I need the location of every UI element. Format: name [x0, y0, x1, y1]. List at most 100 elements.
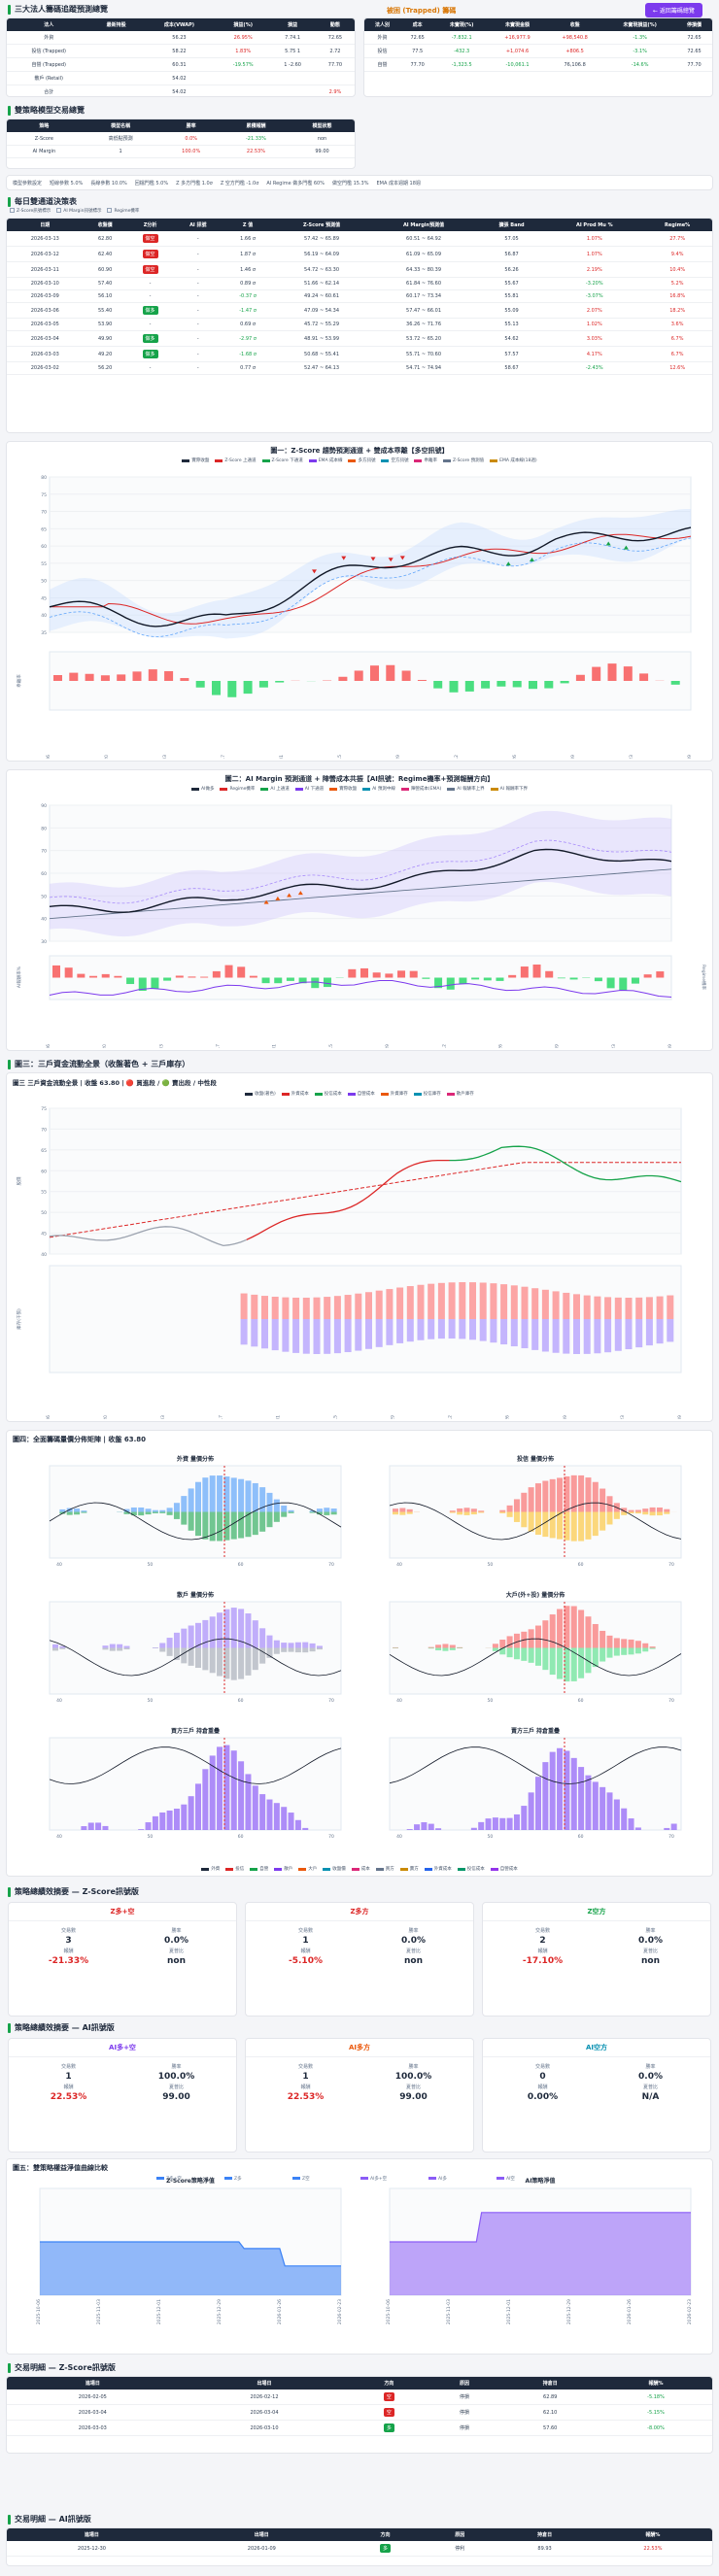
chart2-ret-bar	[348, 968, 357, 978]
chart4-volume-bar	[195, 1783, 201, 1830]
chart4-volume-bar	[499, 1509, 506, 1512]
trades-z-row: 2026-03-03 2026-03-10 多 停損 57.60 -8.00%	[7, 2420, 712, 2436]
filter-checkbox[interactable]: AI Margin訊號標示	[56, 208, 101, 214]
trades-z-row: 2026-02-05 2026-02-12 空 停損 62.89 -5.18%	[7, 2390, 712, 2405]
filter-checkbox[interactable]: Z-Score訊號標示	[10, 208, 51, 214]
chart4-volume-bar	[181, 1804, 188, 1830]
daily-cell: 56.20	[83, 361, 127, 375]
trades-ai-col-header: 出場日	[176, 2528, 347, 2541]
chart4-volume-bar	[642, 1643, 649, 1648]
left-cost-cell: 54.02	[141, 85, 218, 96]
daily-cell: 6.7%	[642, 346, 712, 362]
daily-cell: 2026-03-11	[7, 261, 84, 278]
chart4-volume-bar-neg	[195, 1511, 201, 1537]
legend-label: 多方訊號	[358, 458, 376, 463]
chart4-cumulative-line	[49, 1746, 342, 1784]
daily-title: 每日雙通道決策表	[8, 196, 77, 207]
right-cost-row: 外資 72.65 -7.832.1 +16,977.9 +98,540.8 -1.3% 72…	[364, 31, 712, 45]
chart4-volume-bar	[281, 1506, 288, 1512]
chart4-subplot-title: 投信 量價分佈	[517, 1455, 554, 1463]
filter-checkbox[interactable]: Regime機率	[107, 208, 139, 214]
chart4-volume-bar	[585, 1477, 592, 1512]
legend-swatch	[201, 1867, 210, 1871]
chart5-date-tick: 2025-11-03	[446, 2299, 452, 2324]
stat-winrate: 0.0%	[401, 1936, 426, 1946]
chart4-x-tick: 40	[396, 1698, 402, 1704]
chart5-date-tick: 2026-02-23	[337, 2299, 343, 2324]
filter-label: AI Margin訊號標示	[63, 209, 102, 214]
chart4-volume-bar	[478, 1821, 485, 1830]
stat-label: 夏普比	[168, 2085, 184, 2090]
chart4-volume-bar	[621, 1639, 628, 1648]
signal-tag: 多	[383, 2423, 394, 2432]
chart4-volume-bar	[152, 1646, 158, 1648]
trades-z-cell: -8.00%	[599, 2420, 712, 2436]
chart4-volume-bar	[393, 1646, 398, 1648]
trades-ai-title-text: 交易明細 — AI訊號版	[15, 2515, 91, 2524]
left-cost-cell	[315, 71, 355, 85]
chart4-volume-bar-neg	[585, 1511, 592, 1540]
chart4-volume-bar-neg	[585, 1647, 592, 1674]
legend-item: AI 上通道	[260, 786, 290, 792]
chart4-volume-bar-neg	[188, 1647, 194, 1666]
chart4-volume-bar	[238, 1761, 245, 1830]
chart4-volume-bar	[628, 1509, 634, 1512]
right-cost-col-header: 停損價	[676, 18, 712, 31]
chart1-tick: 55	[41, 561, 47, 567]
chart2-ylabel-left: AI報酬率%	[16, 966, 22, 988]
chart2-svg: 30 40 50 60 70 80 90 AI報酬率% Regime機率 2025-10-06 20…	[16, 803, 707, 1048]
legend-item: 外資	[201, 1866, 220, 1872]
stat-sharpe: N/A	[641, 2092, 660, 2102]
daily-row: 2026-03-02 56.20- -0.77 σ 52.47 ~ 64.13 54.7…	[7, 361, 712, 375]
chart4-volume-bar	[399, 1508, 406, 1512]
chart2-ret-bar	[446, 977, 455, 990]
accent	[8, 2022, 11, 2033]
chart4-volume-bar	[252, 1785, 258, 1830]
chart3-sell-bar	[344, 1319, 352, 1353]
right-cost-cell: +98,540.8	[546, 31, 604, 45]
chart4-x-tick: 70	[328, 1562, 334, 1568]
double-track-cell: 22.53%	[222, 145, 291, 158]
stat-winrate: 0.0%	[164, 1936, 188, 1946]
chart4-volume-bar	[195, 1622, 201, 1648]
legend-label: 投信成本	[466, 1867, 485, 1872]
legend-item: AI 預測中線	[362, 786, 395, 792]
chart4-volume-bar	[478, 1510, 485, 1512]
chart4-volume-bar	[266, 1492, 273, 1512]
filter-label: Regime機率	[114, 209, 140, 214]
daily-row: 2026-03-10 57.40- -0.89 σ 51.66 ~ 62.14 61.8…	[7, 277, 712, 290]
chart4-volume-bar-neg	[230, 1647, 237, 1680]
chart1-svg: 35 40 45 50 55 60 65 70 75 80 乖離率 2025-10-06 2025-10…	[16, 475, 693, 759]
chart5-legend-label: Z空	[302, 2175, 310, 2182]
daily-cell: 60.17 ~ 73.34	[370, 289, 477, 303]
daily-col-header: Z分析	[126, 219, 174, 231]
chart4-volume-bar	[592, 1481, 599, 1512]
chart2-ret-bar	[631, 977, 639, 984]
daily-col-header: 擴張 Band	[476, 219, 547, 231]
legend-item: 自營成本	[490, 1866, 518, 1872]
chart3-buy-bar	[396, 1287, 404, 1319]
daily-cell: 1.66 σ	[223, 231, 273, 247]
double-track-col-header: 累積報酬	[222, 119, 291, 132]
back-button[interactable]: ← 返回籌碼總覽	[645, 3, 702, 17]
chart4-x-tick: 60	[238, 1834, 244, 1840]
daily-col-header: AI 訊號	[173, 219, 223, 231]
trades-z-cell: 62.89	[500, 2390, 599, 2405]
chart1-bias-bar	[449, 681, 459, 693]
chart4-volume-bar	[578, 1474, 585, 1512]
chart4-volume-bar-neg	[513, 1647, 520, 1660]
legend-label: 實際收盤	[339, 787, 358, 792]
legend-label: 乖離率	[424, 458, 437, 463]
chart5-date-tick: 2026-02-23	[687, 2299, 693, 2324]
stat-label: 報酬	[63, 1949, 74, 1954]
daily-cell: -1.47 σ	[223, 302, 273, 319]
legend-item: AI 報酬率上界	[447, 786, 485, 792]
param-item: 長線參數 10.0%	[90, 180, 127, 186]
daily-cell: 2.07%	[546, 302, 643, 319]
chart4-volume-bar	[324, 1508, 330, 1512]
chart4-volume-bar	[421, 1822, 428, 1830]
chart4-volume-bar-neg	[316, 1647, 323, 1650]
ai-card-grid: 交易數 勝率 1 100.0% 報酬 夏普比 22.53% 99.00	[9, 2057, 236, 2108]
double-track-cell: 0.0%	[159, 132, 223, 146]
